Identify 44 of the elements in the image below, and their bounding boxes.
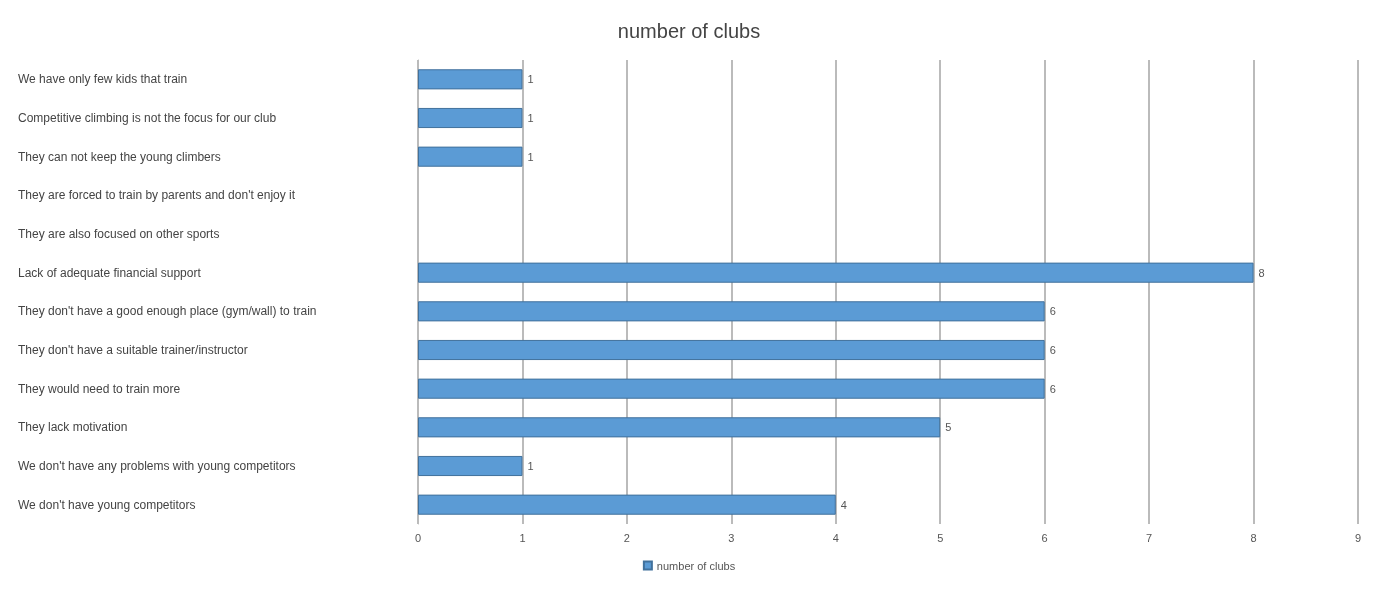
bar <box>418 107 523 129</box>
data-label: 8 <box>1258 266 1265 279</box>
y-tick-label: They would need to train more <box>18 381 181 396</box>
bar <box>418 378 1045 399</box>
y-tick-label: They are also focused on other sports <box>18 227 220 241</box>
bar <box>418 301 1045 322</box>
bar <box>418 146 523 167</box>
x-tick-label: 3 <box>728 531 735 544</box>
data-label: 6 <box>1049 382 1056 395</box>
x-tick-label: 5 <box>937 531 944 544</box>
bar <box>418 455 523 477</box>
y-tick-label: They don't have a suitable trainer/instructor <box>18 343 248 357</box>
data-label: 6 <box>1049 305 1056 318</box>
x-tick-label: 6 <box>1041 531 1048 544</box>
data-label: 1 <box>527 150 534 163</box>
x-tick-label: 8 <box>1250 531 1257 544</box>
y-tick-label: We don't have young competitors <box>18 497 196 512</box>
x-tick-label: 7 <box>1146 531 1153 544</box>
y-tick-label: Competitive climbing is not the focus for our club <box>18 111 277 125</box>
data-label: 1 <box>527 460 534 472</box>
bar <box>418 69 523 90</box>
data-label: 1 <box>527 73 534 86</box>
x-tick-label: 2 <box>623 531 630 544</box>
x-tick-label: 0 <box>414 531 422 544</box>
y-tick-label: They lack motivation <box>18 420 128 435</box>
x-tick-label: 9 <box>1354 531 1362 544</box>
x-tick-label: 4 <box>832 531 839 544</box>
bar <box>418 262 1254 283</box>
y-tick-label: We have only few kids that train <box>18 72 188 87</box>
data-label: 6 <box>1049 344 1056 356</box>
y-tick-label: They are forced to train by parents and don't enjoy it <box>18 188 296 203</box>
data-label: 1 <box>527 112 534 124</box>
chart-title: number of clubs <box>617 20 761 42</box>
bar <box>418 417 941 438</box>
legend-label: number of clubs <box>656 559 736 572</box>
y-tick-label: They can not keep the young climbers <box>18 149 221 164</box>
y-tick-label: We don't have any problems with young competitors <box>18 459 296 473</box>
x-tick-label: 1 <box>519 531 526 544</box>
data-label: 4 <box>840 498 847 511</box>
bar <box>418 494 836 515</box>
y-tick-label: They don't have a good enough place (gym/wall) to train <box>18 304 317 319</box>
y-tick-label: Lack of adequate financial support <box>18 265 202 280</box>
bar <box>418 339 1045 361</box>
data-label: 5 <box>945 421 952 434</box>
